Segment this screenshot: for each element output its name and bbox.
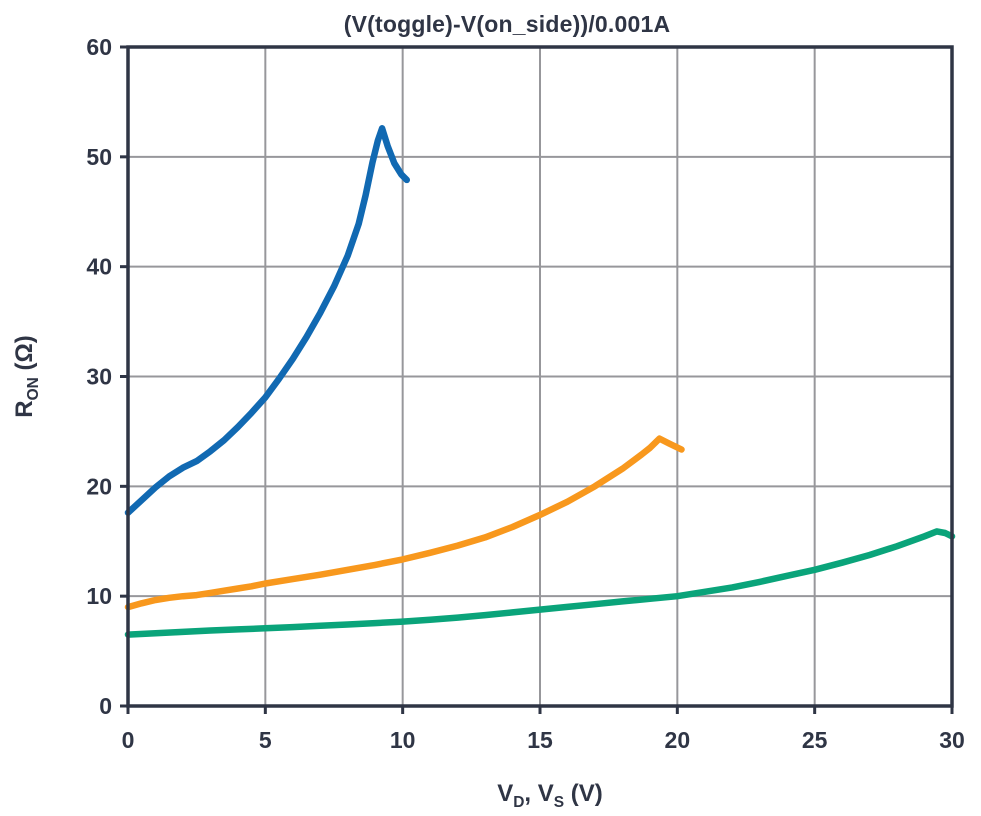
x-tick-label: 10 (390, 727, 416, 753)
grid-layer (128, 47, 952, 706)
series-layer (124, 125, 956, 638)
y-tick-label: 10 (86, 583, 112, 609)
frame-layer (126, 45, 954, 708)
y-tick-label: 40 (86, 254, 112, 280)
y-tick-label: 20 (86, 473, 112, 499)
series-line-green (124, 528, 956, 638)
labels-layer: 0 10 20 30 40 50 60 0 5 10 15 20 25 30 RON (Ω) VD, VS (… (11, 34, 965, 811)
x-tick-label: 25 (802, 727, 828, 753)
y-tick-label: 30 (86, 364, 112, 390)
x-tick-label: 30 (939, 727, 965, 753)
x-axis-label: VD, VS (V) (497, 780, 603, 811)
series-line-orange (124, 435, 685, 611)
y-tick-label: 50 (86, 144, 112, 170)
ticks-layer (120, 45, 954, 714)
x-tick-label: 15 (527, 727, 553, 753)
x-tick-label: 0 (122, 727, 135, 753)
x-tick-label: 20 (665, 727, 691, 753)
plot-frame (126, 45, 954, 708)
y-tick-label: 0 (99, 693, 112, 719)
x-tick-label: 5 (259, 727, 272, 753)
series-line-blue (124, 125, 411, 516)
y-axis-label: RON (Ω) (11, 335, 42, 418)
y-tick-label: 60 (86, 34, 112, 60)
chart-title: (V(toggle)-V(on_side))/0.001A (344, 11, 671, 37)
